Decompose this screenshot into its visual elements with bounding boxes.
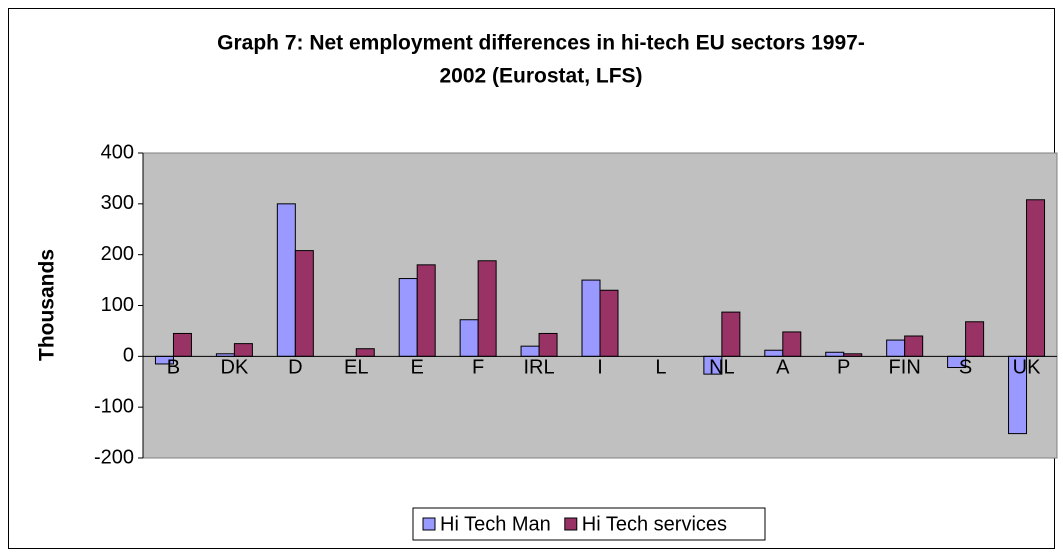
x-tick-label: DK bbox=[221, 357, 249, 379]
x-tick-label: I bbox=[597, 357, 603, 379]
x-tick-label: B bbox=[167, 357, 180, 379]
bar bbox=[477, 260, 497, 357]
bar bbox=[276, 203, 296, 357]
bar bbox=[965, 321, 985, 357]
y-tick-label: 400 bbox=[101, 141, 134, 163]
bar bbox=[398, 278, 418, 357]
y-tick-label: -100 bbox=[94, 395, 134, 417]
bar bbox=[520, 345, 540, 357]
x-tick-label: E bbox=[411, 357, 424, 379]
legend-label: Hi Tech services bbox=[582, 513, 727, 535]
bar bbox=[416, 264, 436, 357]
x-tick-label: NL bbox=[709, 357, 735, 379]
y-tick-label: -200 bbox=[94, 446, 134, 468]
x-tick-label: S bbox=[959, 357, 972, 379]
x-tick-label: EL bbox=[344, 357, 368, 379]
x-tick-label: IRL bbox=[524, 357, 555, 379]
x-tick-label: A bbox=[776, 357, 790, 379]
bar bbox=[355, 348, 375, 357]
y-tick-label: 200 bbox=[101, 243, 134, 265]
y-tick-label: 300 bbox=[101, 192, 134, 214]
legend-label: Hi Tech Man bbox=[440, 513, 551, 535]
legend-swatch bbox=[564, 517, 578, 531]
x-tick-label: FIN bbox=[889, 357, 921, 379]
bar bbox=[581, 279, 601, 357]
legend-box bbox=[412, 507, 766, 541]
bar bbox=[721, 311, 741, 357]
bar bbox=[538, 332, 558, 357]
y-tick-label: 100 bbox=[101, 294, 134, 316]
bar bbox=[886, 339, 906, 357]
x-tick-label: D bbox=[288, 357, 302, 379]
bar bbox=[904, 335, 924, 357]
y-tick-label: 0 bbox=[123, 345, 134, 367]
bar bbox=[764, 349, 784, 357]
bar bbox=[172, 332, 192, 357]
chart-title: Graph 7: Net employment differences in h… bbox=[217, 32, 865, 55]
bar bbox=[1026, 199, 1046, 357]
bar bbox=[782, 331, 802, 357]
legend-swatch bbox=[422, 517, 436, 531]
bar bbox=[599, 289, 619, 357]
y-axis-label: Thousands bbox=[36, 249, 59, 361]
bar bbox=[233, 343, 253, 357]
chart-title: 2002 (Eurostat, LFS) bbox=[439, 65, 642, 88]
bar bbox=[294, 250, 314, 357]
x-tick-label: F bbox=[472, 357, 484, 379]
x-tick-label: P bbox=[837, 357, 850, 379]
x-tick-label: UK bbox=[1013, 357, 1041, 379]
bar bbox=[459, 319, 479, 357]
x-tick-label: L bbox=[655, 357, 666, 379]
